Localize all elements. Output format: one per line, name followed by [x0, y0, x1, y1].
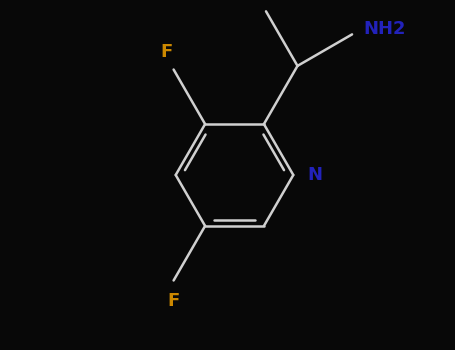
Text: F: F: [161, 43, 173, 61]
Text: F: F: [167, 292, 180, 310]
Text: N: N: [307, 166, 322, 184]
Text: NH2: NH2: [363, 20, 406, 38]
